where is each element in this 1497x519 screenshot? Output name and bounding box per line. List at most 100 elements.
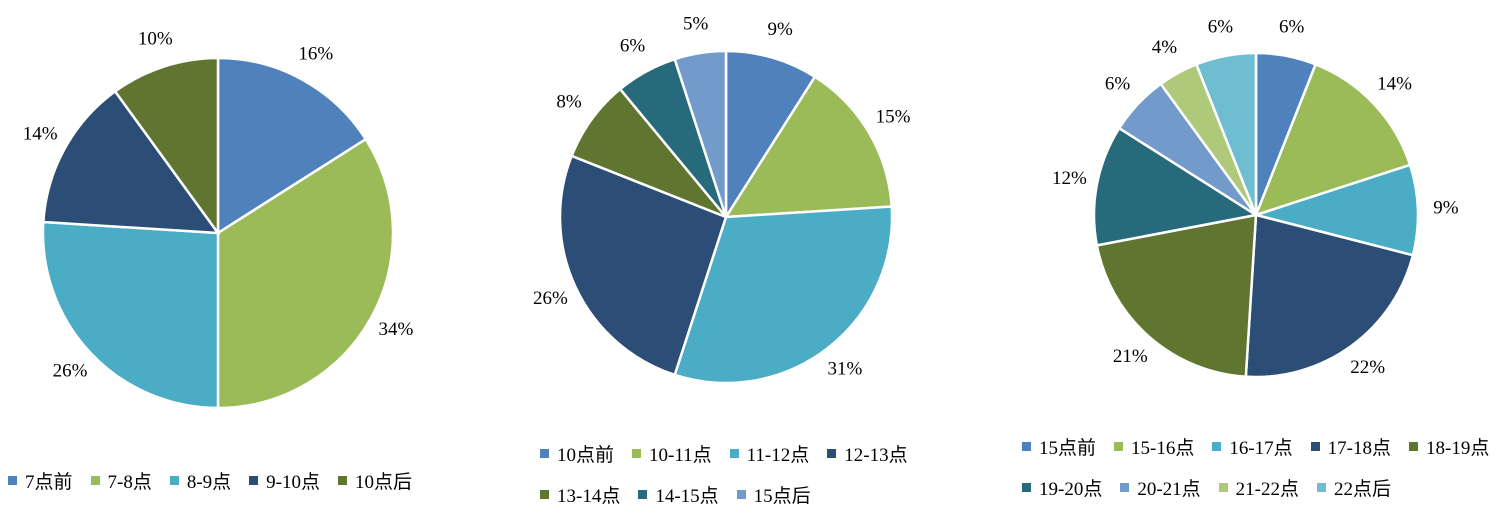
data-label: 10% bbox=[138, 28, 173, 49]
pie-slice bbox=[42, 89, 221, 235]
legend-label: 18-19点 bbox=[1426, 438, 1490, 459]
legend-item: 22点后 bbox=[1316, 474, 1391, 501]
legend-item: 7点前 bbox=[8, 467, 73, 494]
pie-slice bbox=[1095, 213, 1258, 379]
pie-slice bbox=[723, 75, 893, 219]
legend-item: 12-13点 bbox=[827, 440, 908, 467]
legend-swatch bbox=[1310, 442, 1320, 451]
legend: 7点前 7-8点 8-9点 9-10点 10点后 bbox=[8, 467, 458, 494]
legend: 15点前 15-16点 16-17点 17-18点 18-19点 19-20点 20-21点… bbox=[1022, 433, 1497, 501]
legend: 10点前 10-11点 11-12点 12-13点 13-14点 14-15点 15点后 bbox=[540, 440, 935, 508]
data-label: 16% bbox=[298, 43, 333, 64]
legend-label: 9-10点 bbox=[266, 472, 320, 493]
pie-slice bbox=[1194, 51, 1258, 216]
legend-label: 12-13点 bbox=[844, 445, 908, 466]
legend-label: 11-12点 bbox=[746, 445, 810, 466]
data-label: 5% bbox=[683, 14, 709, 35]
data-label: 9% bbox=[1433, 197, 1459, 218]
legend-label: 17-18点 bbox=[1327, 438, 1391, 459]
legend-label: 15点后 bbox=[753, 486, 811, 507]
pie-slice bbox=[1092, 126, 1260, 247]
legend-swatch bbox=[540, 490, 549, 499]
legend-swatch bbox=[338, 476, 347, 485]
legend-swatch bbox=[1316, 483, 1326, 492]
legend-label: 16-17点 bbox=[1229, 438, 1293, 459]
legend-swatch bbox=[736, 490, 746, 499]
legend-label: 8-9点 bbox=[186, 472, 232, 493]
data-label: 6% bbox=[1208, 17, 1234, 38]
legend-swatch bbox=[827, 449, 837, 458]
legend-label: 7-8点 bbox=[107, 472, 152, 493]
legend-swatch bbox=[632, 449, 642, 458]
legend-item: 11-12点 bbox=[729, 440, 810, 467]
legend-swatch bbox=[90, 476, 100, 485]
data-label: 26% bbox=[53, 360, 88, 381]
legend-item: 15点前 bbox=[1022, 433, 1096, 460]
legend-label: 10点后 bbox=[355, 472, 413, 493]
legend-item: 10点前 bbox=[540, 440, 614, 467]
legend-label: 7点前 bbox=[25, 472, 73, 493]
legend-label: 10点前 bbox=[557, 445, 615, 466]
data-label: 12% bbox=[1052, 168, 1087, 189]
legend-item: 18-19点 bbox=[1409, 433, 1489, 460]
legend-item: 19-20点 bbox=[1022, 474, 1102, 501]
legend-item: 13-14点 bbox=[540, 481, 620, 508]
legend-label: 14-15点 bbox=[655, 486, 719, 507]
data-label: 4% bbox=[1152, 37, 1178, 58]
legend-item: 15点后 bbox=[736, 481, 811, 508]
pie-slice bbox=[113, 56, 220, 237]
data-label: 9% bbox=[767, 19, 793, 40]
legend-item: 10-11点 bbox=[632, 440, 712, 467]
pie-slice bbox=[1244, 213, 1415, 379]
legend-swatch bbox=[638, 490, 648, 499]
legend-swatch bbox=[1212, 442, 1222, 451]
legend-label: 21-22点 bbox=[1235, 479, 1299, 500]
legend-item: 14-15点 bbox=[638, 481, 719, 508]
legend-label: 19-20点 bbox=[1039, 479, 1103, 500]
legend-swatch bbox=[1409, 442, 1418, 451]
legend-swatch bbox=[1114, 442, 1124, 451]
data-label: 31% bbox=[827, 359, 862, 380]
pie-slice bbox=[216, 56, 368, 236]
legend-item: 20-21点 bbox=[1120, 474, 1201, 501]
data-label: 6% bbox=[1105, 73, 1131, 94]
pie-slice bbox=[724, 49, 817, 222]
data-label: 34% bbox=[378, 319, 413, 340]
legend-swatch bbox=[1120, 483, 1130, 492]
legend-item: 16-17点 bbox=[1212, 433, 1293, 460]
pie-slice bbox=[216, 137, 395, 410]
legend-swatch bbox=[729, 449, 739, 458]
legend-swatch bbox=[1218, 483, 1228, 492]
legend-item: 10点后 bbox=[338, 467, 412, 494]
legend-label: 13-14点 bbox=[557, 486, 621, 507]
pie-slice bbox=[558, 154, 728, 377]
data-label: 15% bbox=[876, 107, 911, 128]
legend-swatch bbox=[1022, 442, 1031, 451]
data-label: 14% bbox=[1377, 73, 1412, 94]
data-label: 22% bbox=[1350, 357, 1385, 378]
legend-swatch bbox=[8, 476, 17, 485]
data-label: 26% bbox=[533, 288, 568, 309]
data-label: 6% bbox=[1279, 17, 1305, 38]
legend-swatch bbox=[169, 476, 179, 485]
legend-label: 15-16点 bbox=[1131, 438, 1195, 459]
data-label: 6% bbox=[620, 35, 646, 56]
pie-slice bbox=[41, 220, 220, 410]
pie-slice bbox=[673, 49, 728, 218]
legend-swatch bbox=[540, 449, 549, 458]
pie-slice bbox=[1251, 163, 1420, 257]
legend-item: 8-9点 bbox=[169, 467, 232, 494]
legend-item: 7-8点 bbox=[90, 467, 152, 494]
data-label: 21% bbox=[1113, 346, 1148, 367]
data-label: 8% bbox=[556, 91, 582, 112]
legend-swatch bbox=[249, 476, 259, 485]
pie-slice bbox=[673, 205, 894, 385]
legend-label: 22点后 bbox=[1333, 479, 1391, 500]
legend-label: 20-21点 bbox=[1137, 479, 1201, 500]
legend-item: 17-18点 bbox=[1310, 433, 1391, 460]
data-label: 14% bbox=[23, 124, 58, 145]
legend-item: 21-22点 bbox=[1218, 474, 1299, 501]
legend-label: 15点前 bbox=[1039, 438, 1097, 459]
legend-label: 10-11点 bbox=[649, 445, 712, 466]
